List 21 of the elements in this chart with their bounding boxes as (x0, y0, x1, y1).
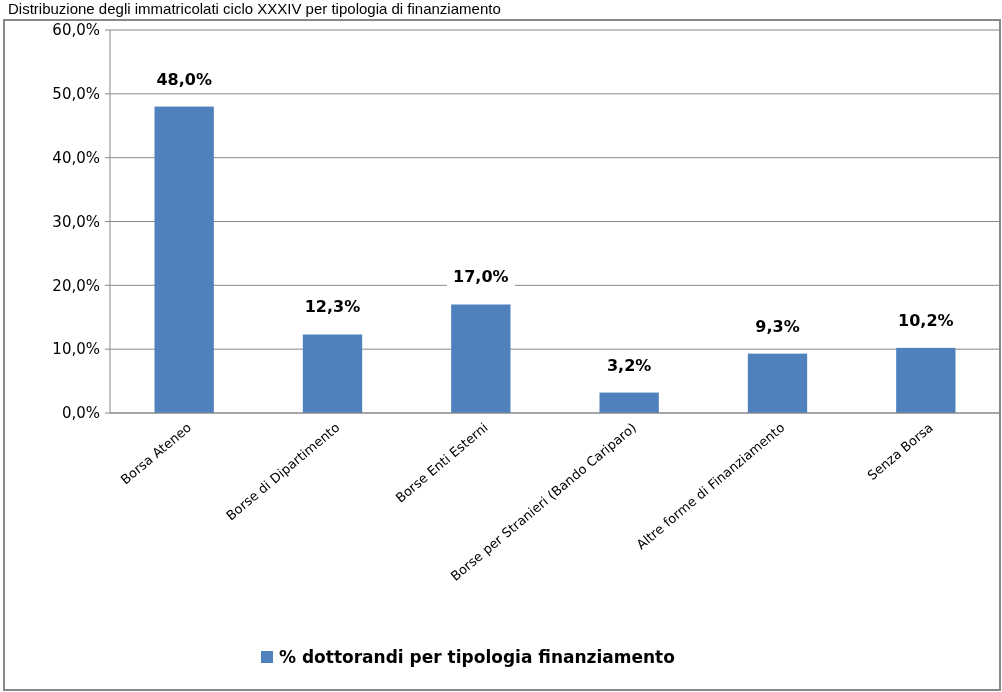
data-label: 48,0% (156, 69, 212, 89)
data-label: 10,2% (898, 310, 954, 330)
data-label: 17,0% (453, 267, 509, 287)
bar (896, 347, 956, 413)
bar (154, 106, 214, 413)
y-tick-label: 30,0% (52, 212, 100, 231)
data-label: 3,2% (606, 355, 652, 375)
data-label: 12,3% (304, 297, 361, 317)
data-label: 9,3% (755, 316, 800, 336)
legend-label: % dottorandi per tipologia finanziamento (279, 647, 675, 667)
chart-title: Distribuzione degli immatricolati ciclo XXXIV per tipologia di finanziamento (8, 0, 501, 17)
bar (747, 353, 808, 413)
y-tick-label: 60,0% (52, 21, 100, 40)
y-tick-label: 50,0% (52, 85, 100, 104)
bar (451, 304, 511, 413)
y-tick-label: 40,0% (52, 148, 100, 167)
y-tick-label: 0,0% (61, 404, 100, 423)
bar (599, 392, 659, 413)
y-tick-label: 20,0% (52, 276, 100, 295)
bar (302, 334, 363, 413)
y-tick-label: 10,0% (52, 340, 100, 359)
